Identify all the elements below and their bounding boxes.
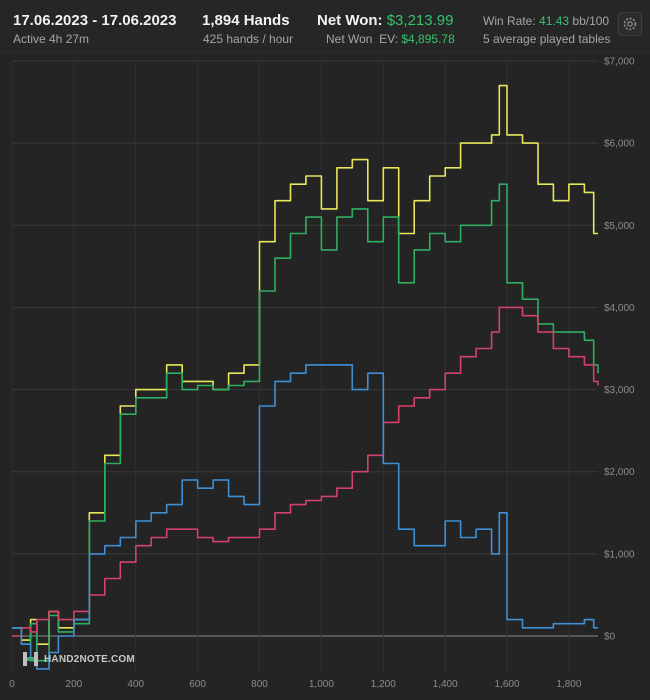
x-tick-label: 1,600 [495,679,520,690]
x-tick-label: 400 [127,679,144,690]
y-axis-ticks: $0 $1,000 $2,000 $3,000 $4,000 $5,000 $6,000 $7… [604,57,635,643]
y-tick-label: $4,000 [604,303,635,314]
logo-text: HAND2NOTE.COM [44,653,135,665]
y-tick-label: $1,000 [604,549,635,560]
settings-button[interactable] [618,12,642,36]
win-rate-label: Win Rate: [483,14,536,28]
y-tick-label: $5,000 [604,221,635,232]
grid-lines [11,60,598,673]
blue-line [12,364,598,670]
x-tick-label: 1,000 [309,679,334,690]
hands-per-hour: 425 hands / hour [203,32,294,46]
hands-count: 1,894 Hands [202,12,290,29]
x-tick-label: 1,200 [371,679,396,690]
series-lines [12,84,599,670]
y-tick-label: $3,000 [604,385,635,396]
gear-icon [623,17,637,31]
net-won-ev-label: Net Won EV: [326,32,399,46]
bankroll-chart: $0 $1,000 $2,000 $3,000 $4,000 $5,000 $6,000 $7… [9,57,635,691]
hand2note-logo: HAND2NOTE.COM [22,651,135,667]
win-rate: Win Rate: 41.43 bb/100 [483,14,609,28]
green-line [12,183,599,662]
average-tables: 5 average played tables [483,32,611,46]
net-won: Net Won: $3,213.99 [317,12,453,29]
active-duration: Active 4h 27m [13,32,90,46]
net-won-ev-value: $4,895.78 [401,32,455,46]
y-tick-label: $6,000 [604,139,635,150]
x-tick-label: 200 [66,679,83,690]
win-rate-unit: bb/100 [572,14,610,28]
y-tick-label: $2,000 [604,467,635,478]
y-tick-label: $0 [604,632,616,643]
yellow-line [12,84,598,645]
date-range: 17.06.2023 - 17.06.2023 [13,12,177,29]
h2n-logo-icon [23,652,38,666]
net-won-value: $3,213.99 [386,12,454,29]
x-axis-ticks: 0 200 400 600 800 1,000 1,200 1,400 1,600 1,800 [9,679,582,690]
x-tick-label: 600 [189,679,206,690]
net-won-label: Net Won: [317,12,383,29]
x-tick-label: 1,800 [556,679,581,690]
x-tick-label: 1,400 [433,679,458,690]
y-tick-label: $7,000 [604,57,635,68]
x-tick-label: 800 [251,679,268,690]
win-rate-value: 41.43 [539,14,570,28]
x-tick-label: 0 [9,679,15,690]
stats-header: 17.06.2023 - 17.06.2023 Active 4h 27m 1,… [0,0,650,53]
net-won-ev: Net Won EV: $4,895.78 [326,32,455,46]
